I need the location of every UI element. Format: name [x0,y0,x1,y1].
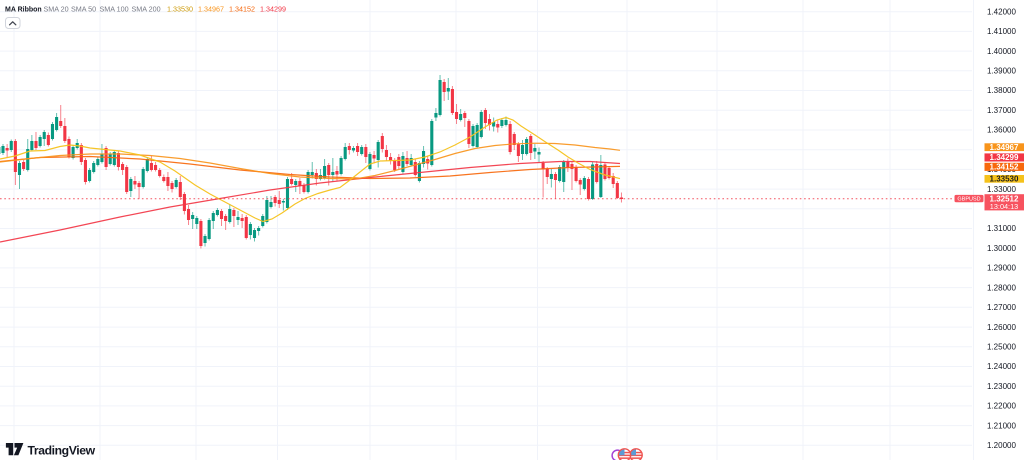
svg-text:1.33530: 1.33530 [167,4,193,13]
svg-text:1.21000: 1.21000 [987,421,1016,430]
svg-text:1.33530: 1.33530 [990,174,1019,183]
svg-text:1.23000: 1.23000 [987,382,1016,391]
svg-text:1.34299: 1.34299 [990,153,1019,162]
svg-text:SMA 100: SMA 100 [100,4,129,13]
svg-text:1.40000: 1.40000 [987,47,1016,56]
svg-text:1.28000: 1.28000 [987,283,1016,292]
svg-text:1.34152: 1.34152 [990,163,1019,172]
svg-text:1.32512: 1.32512 [990,194,1019,203]
svg-text:1.41000: 1.41000 [987,27,1016,36]
svg-text:SMA 200: SMA 200 [132,4,161,13]
svg-text:1.34967: 1.34967 [990,143,1019,152]
svg-text:1.37000: 1.37000 [987,106,1016,115]
svg-text:1.36000: 1.36000 [987,126,1016,135]
svg-text:MA Ribbon: MA Ribbon [5,6,42,13]
svg-text:1.22000: 1.22000 [987,402,1016,411]
svg-text:1.39000: 1.39000 [987,67,1016,76]
svg-text:1.30000: 1.30000 [987,244,1016,253]
svg-text:1.27000: 1.27000 [987,303,1016,312]
svg-text:TradingView: TradingView [28,444,96,458]
svg-text:1.34967: 1.34967 [198,4,224,13]
svg-text:SMA 20: SMA 20 [44,4,69,13]
svg-text:GBPUSD: GBPUSD [957,197,980,203]
svg-text:13:04:13: 13:04:13 [990,202,1018,211]
svg-text:1.24000: 1.24000 [987,362,1016,371]
svg-text:1.34299: 1.34299 [260,4,286,13]
svg-text:1.20000: 1.20000 [987,441,1016,450]
svg-text:1.31000: 1.31000 [987,224,1016,233]
svg-text:1.29000: 1.29000 [987,264,1016,273]
svg-text:1.38000: 1.38000 [987,86,1016,95]
svg-text:1.34152: 1.34152 [229,4,255,13]
svg-text:1.33000: 1.33000 [987,185,1016,194]
svg-text:1.25000: 1.25000 [987,343,1016,352]
svg-text:1.42000: 1.42000 [987,7,1016,16]
svg-text:1.26000: 1.26000 [987,323,1016,332]
svg-text:SMA 50: SMA 50 [71,4,96,13]
